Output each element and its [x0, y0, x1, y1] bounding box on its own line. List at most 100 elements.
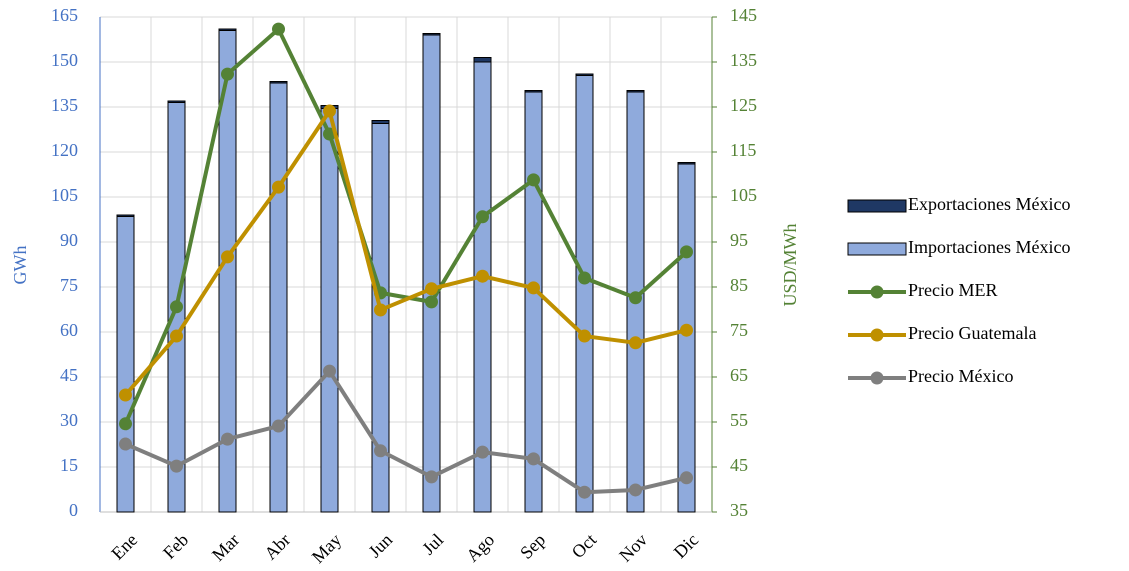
marker — [119, 388, 132, 402]
x-tick-label: May — [308, 530, 345, 567]
y2-tick-label: 135 — [730, 50, 757, 70]
y-tick-label: 135 — [51, 95, 78, 115]
x-tick-label: Sep — [516, 530, 549, 563]
marker — [374, 444, 387, 458]
marker — [323, 104, 336, 118]
y-tick-label: 15 — [60, 455, 78, 475]
marker — [476, 269, 489, 283]
marker — [629, 483, 642, 497]
marker — [629, 336, 642, 350]
legend-marker — [870, 328, 884, 342]
legend-swatch — [847, 242, 907, 256]
marker — [476, 210, 489, 224]
y2-tick-label: 125 — [730, 95, 757, 115]
y-tick-label: 165 — [51, 5, 78, 25]
marker — [323, 364, 336, 378]
y-tick-label: 75 — [60, 275, 78, 295]
y-tick-label: 45 — [60, 365, 78, 385]
marker — [578, 271, 591, 285]
y-tick-label: 150 — [51, 50, 78, 70]
y-tick-label: 30 — [60, 410, 78, 430]
legend-label: Importaciones México — [908, 237, 1070, 257]
bar — [422, 33, 441, 36]
y2-tick-label: 115 — [730, 140, 756, 160]
bar — [473, 61, 492, 513]
bar — [116, 216, 135, 513]
marker — [425, 470, 438, 484]
marker — [170, 459, 183, 473]
x-tick-label: Oct — [568, 530, 601, 563]
marker — [578, 329, 591, 343]
marker — [272, 419, 285, 433]
bar — [269, 81, 288, 84]
marker — [272, 180, 285, 194]
bar — [269, 82, 288, 513]
y-tick-label: 105 — [51, 185, 78, 205]
marker — [476, 445, 489, 459]
x-tick-label: Jun — [364, 530, 396, 562]
legend-label: Precio Guatemala — [908, 323, 1036, 343]
x-tick-label: Nov — [615, 530, 651, 566]
marker — [527, 173, 540, 187]
bar — [473, 57, 492, 63]
marker — [527, 281, 540, 295]
y2-axis-label: USD/MWh — [780, 223, 800, 306]
marker — [629, 291, 642, 305]
bar — [422, 34, 441, 513]
marker — [221, 67, 234, 81]
bar — [371, 120, 390, 124]
y2-tick-label: 95 — [730, 230, 748, 250]
x-tick-label: Abr — [260, 530, 294, 564]
y2-tick-label: 45 — [730, 455, 748, 475]
legend-marker — [870, 285, 884, 299]
bar — [167, 100, 186, 103]
marker — [221, 250, 234, 264]
marker — [272, 22, 285, 36]
bar — [626, 90, 645, 93]
marker — [680, 323, 693, 337]
y2-tick-label: 35 — [730, 500, 748, 520]
x-tick-label: Mar — [208, 530, 243, 565]
y2-tick-label: 85 — [730, 275, 748, 295]
x-tick-label: Ago — [462, 530, 498, 566]
line — [124, 369, 687, 495]
marker — [119, 417, 132, 431]
y-tick-label: 90 — [60, 230, 78, 250]
marker — [425, 295, 438, 309]
y-tick-label: 60 — [60, 320, 78, 340]
legend-marker — [870, 371, 884, 385]
x-tick-label: Jul — [418, 530, 447, 559]
legend-label: Precio MER — [908, 280, 998, 300]
legend-label: Precio México — [908, 366, 1013, 386]
marker — [221, 432, 234, 446]
bar — [524, 90, 543, 93]
bar — [524, 91, 543, 513]
bar — [116, 214, 135, 217]
y2-tick-label: 65 — [730, 365, 748, 385]
x-tick-label: Dic — [670, 530, 703, 563]
marker — [170, 300, 183, 314]
marker — [374, 303, 387, 317]
x-tick-label: Ene — [107, 530, 141, 564]
bar — [320, 108, 339, 513]
marker — [119, 437, 132, 451]
marker — [170, 329, 183, 343]
line — [123, 109, 687, 397]
marker — [425, 282, 438, 296]
legend-swatch — [847, 199, 907, 213]
bar — [677, 162, 696, 165]
bar — [575, 75, 594, 513]
marker — [680, 471, 693, 485]
bar — [218, 28, 237, 31]
y-tick-label: 120 — [51, 140, 78, 160]
marker — [527, 452, 540, 466]
y2-tick-label: 75 — [730, 320, 748, 340]
y2-tick-label: 145 — [730, 5, 757, 25]
x-tick-label: Feb — [159, 530, 192, 563]
marker — [680, 245, 693, 259]
y-tick-label: 0 — [69, 500, 78, 520]
marker — [578, 485, 591, 499]
y-axis-label: GWh — [10, 246, 30, 285]
bar — [575, 73, 594, 76]
